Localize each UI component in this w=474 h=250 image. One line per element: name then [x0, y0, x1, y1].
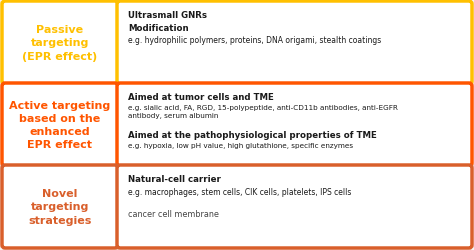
Text: e.g. macrophages, stem cells, CIK cells, platelets, IPS cells: e.g. macrophages, stem cells, CIK cells,…: [128, 187, 351, 196]
Text: e.g. hydrophilic polymers, proteins, DNA origami, stealth coatings: e.g. hydrophilic polymers, proteins, DNA…: [128, 36, 381, 45]
Text: Passive
targeting
(EPR effect): Passive targeting (EPR effect): [22, 25, 98, 62]
Text: Aimed at tumor cells and TME: Aimed at tumor cells and TME: [128, 93, 274, 102]
Text: Aimed at the pathophysiological properties of TME: Aimed at the pathophysiological properti…: [128, 130, 377, 140]
Text: Natural-cell carrier: Natural-cell carrier: [128, 174, 221, 183]
Text: e.g. hypoxia, low pH value, high glutathione, specific enzymes: e.g. hypoxia, low pH value, high glutath…: [128, 142, 353, 148]
Text: Active targeting
based on the
enhanced
EPR effect: Active targeting based on the enhanced E…: [9, 100, 110, 150]
Text: cancer cell membrane: cancer cell membrane: [128, 209, 219, 218]
FancyBboxPatch shape: [2, 2, 118, 85]
FancyBboxPatch shape: [117, 84, 472, 166]
Text: Ultrasmall GNRs: Ultrasmall GNRs: [128, 11, 207, 20]
Text: Modification: Modification: [128, 24, 189, 33]
FancyBboxPatch shape: [2, 84, 118, 166]
FancyBboxPatch shape: [2, 165, 118, 248]
Text: Novel
targeting
strategies: Novel targeting strategies: [28, 188, 91, 225]
FancyBboxPatch shape: [117, 2, 472, 85]
Text: e.g. sialic acid, FA, RGD, 15-polypeptide, anti-CD11b antibodies, anti-EGFR
anti: e.g. sialic acid, FA, RGD, 15-polypeptid…: [128, 104, 398, 118]
FancyBboxPatch shape: [117, 165, 472, 248]
